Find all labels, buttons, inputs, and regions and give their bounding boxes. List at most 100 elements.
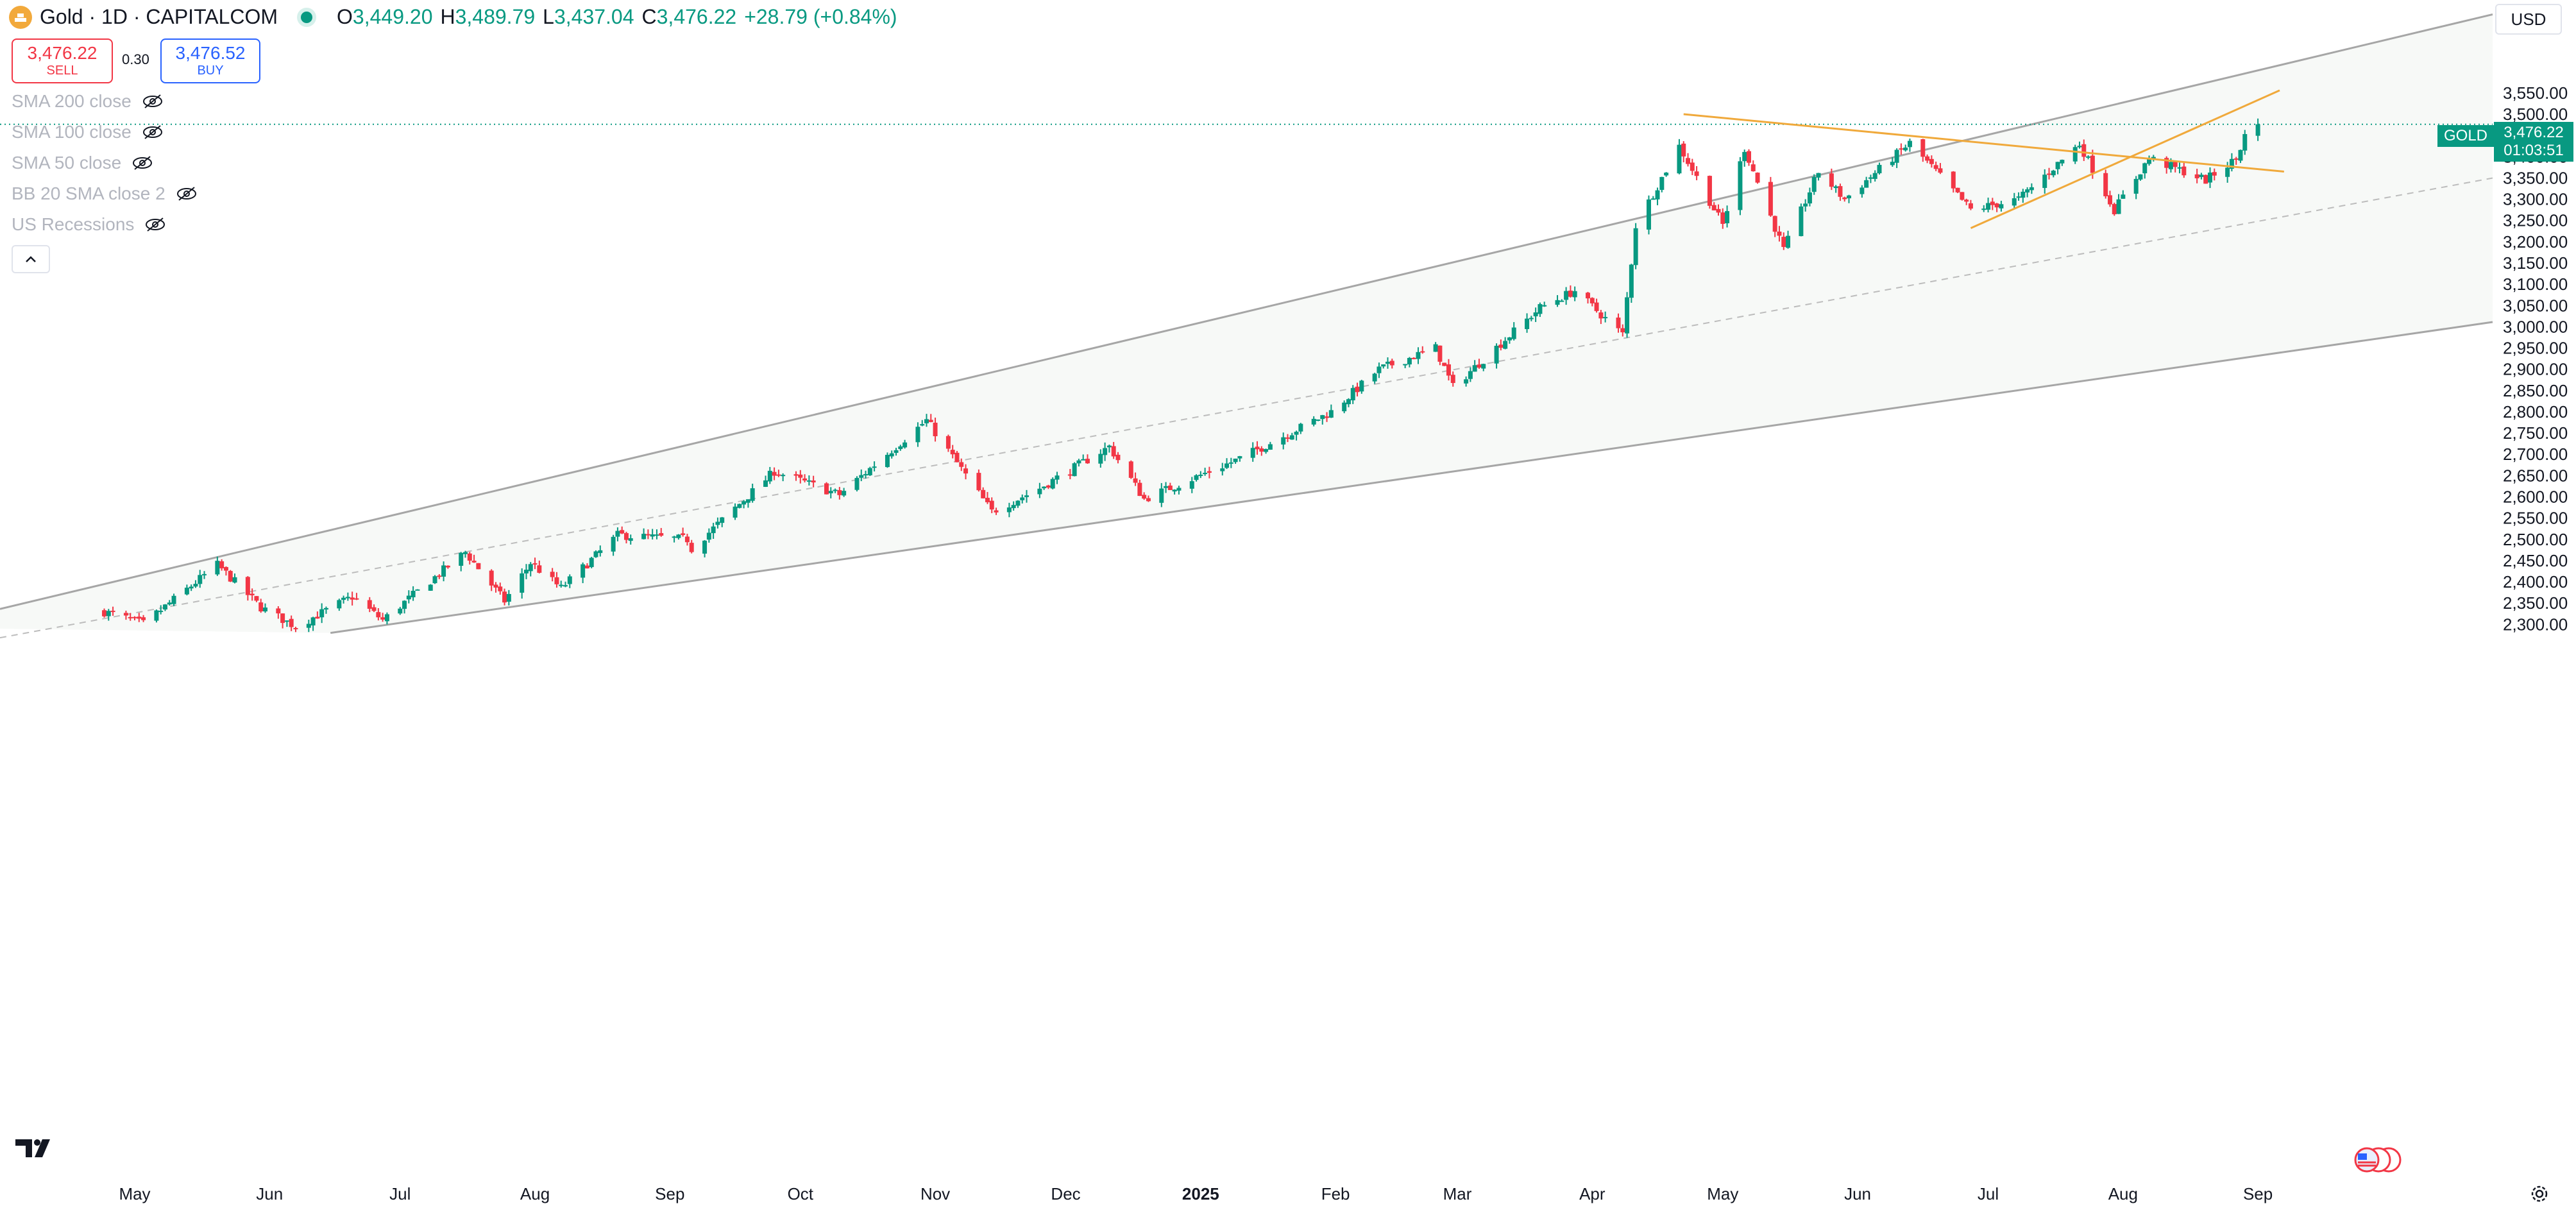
- indicator-sma-200[interactable]: SMA 200 close: [12, 91, 164, 112]
- candle-body: [598, 550, 603, 554]
- candle-body: [345, 597, 350, 599]
- candle-body: [863, 474, 869, 476]
- candle-body: [141, 617, 146, 620]
- x-axis-tick-label: Mar: [1443, 1184, 1472, 1203]
- candle-body: [376, 612, 381, 618]
- candle-body: [1664, 173, 1669, 176]
- candle-body: [1625, 297, 1630, 334]
- channel-fill: [0, 14, 2493, 633]
- candle-body: [1046, 485, 1051, 488]
- candle-body: [1681, 143, 1686, 157]
- settings-gear-icon[interactable]: [2529, 1183, 2550, 1205]
- candle-body: [1159, 488, 1164, 503]
- open-label: O: [337, 5, 353, 28]
- indicator-label: BB 20 SMA close 2: [12, 183, 165, 203]
- candle-body: [1464, 379, 1469, 384]
- candle-body: [463, 552, 468, 554]
- candle-body: [171, 595, 176, 604]
- candle-body: [776, 474, 781, 476]
- candle-body: [1233, 458, 1238, 463]
- candle-body: [1416, 352, 1421, 359]
- candle-body: [1072, 463, 1077, 477]
- candle-body: [2012, 198, 2017, 206]
- candle-body: [584, 565, 589, 569]
- candle-body: [189, 586, 194, 589]
- indicator-bb[interactable]: BB 20 SMA close 2: [12, 183, 198, 204]
- candle-body: [232, 577, 237, 583]
- indicator-sma-100[interactable]: SMA 100 close: [12, 122, 164, 142]
- candle-body: [1189, 481, 1194, 489]
- candle-body: [885, 455, 890, 468]
- indicator-sma-50[interactable]: SMA 50 close: [12, 153, 153, 173]
- candle-body: [589, 557, 594, 567]
- indicator-label: SMA 50 close: [12, 153, 122, 173]
- candle-body: [1564, 291, 1569, 300]
- candle-body: [502, 591, 507, 603]
- candle-body: [954, 452, 960, 463]
- candle-body: [763, 480, 768, 487]
- candle-body: [337, 600, 342, 609]
- candle-body: [2255, 124, 2260, 136]
- symbol-title[interactable]: Gold · 1D · CAPITALCOM: [40, 5, 278, 28]
- candle-body: [1142, 495, 1147, 499]
- candle-body: [489, 570, 494, 586]
- candle-body: [2112, 204, 2117, 214]
- candle-body: [110, 611, 115, 613]
- candle-body: [741, 501, 747, 505]
- events-flag-icon[interactable]: [2350, 1146, 2405, 1174]
- candle-body: [1594, 302, 1599, 311]
- hidden-eye-icon[interactable]: [176, 185, 198, 202]
- candle-body: [1925, 156, 1930, 161]
- candle-body: [1860, 187, 1865, 194]
- candle-body: [293, 627, 298, 629]
- candle-body: [1128, 461, 1133, 478]
- indicator-label: SMA 100 close: [12, 122, 131, 142]
- candle-body: [1346, 399, 1351, 405]
- open-value: 3,449.20: [352, 5, 433, 28]
- hidden-eye-icon[interactable]: [142, 93, 164, 110]
- candle-body: [1172, 489, 1177, 492]
- chevron-up-icon: [26, 256, 36, 262]
- candle-body: [1738, 161, 1743, 210]
- sell-button[interactable]: 3,476.22 SELL: [12, 38, 113, 83]
- candle-body: [1772, 216, 1777, 232]
- candle-body: [1877, 165, 1882, 174]
- collapse-legend-button[interactable]: [12, 245, 50, 273]
- close-value: 3,476.22: [656, 5, 737, 28]
- currency-selector[interactable]: USD: [2495, 4, 2562, 35]
- candle-body: [1899, 148, 1904, 150]
- hidden-eye-icon[interactable]: [144, 216, 166, 233]
- candle-body: [2090, 155, 2095, 173]
- candle-body: [350, 597, 355, 600]
- candle-body: [1081, 459, 1086, 461]
- candle-body: [1259, 448, 1264, 452]
- hidden-eye-icon[interactable]: [142, 124, 164, 140]
- candle-body: [1316, 419, 1321, 421]
- candle-body: [289, 618, 294, 627]
- candle-body: [811, 480, 816, 483]
- candle-body: [1838, 186, 1843, 197]
- candle-body: [1920, 139, 1926, 157]
- candle-body: [684, 536, 690, 543]
- candle-body: [223, 566, 228, 571]
- candle-body: [193, 584, 198, 587]
- buy-button[interactable]: 3,476.52 BUY: [160, 38, 260, 83]
- tradingview-logo-icon[interactable]: [14, 1135, 56, 1161]
- hidden-eye-icon[interactable]: [131, 155, 153, 171]
- candle-body: [798, 474, 803, 478]
- candle-body: [441, 565, 446, 577]
- candle-body: [2225, 167, 2230, 177]
- candle-body: [1986, 203, 1991, 210]
- candle-body: [1194, 475, 1199, 480]
- x-axis-tick-label: 2025: [1182, 1184, 1219, 1203]
- candle-body: [2147, 158, 2152, 164]
- candle-body: [1990, 201, 1995, 205]
- candle-body: [2177, 167, 2182, 169]
- y-axis-tick-label: 2,700.00: [2503, 445, 2568, 464]
- candle-body: [559, 584, 564, 586]
- candle-body: [1011, 505, 1016, 509]
- indicator-us-recessions[interactable]: US Recessions: [12, 214, 166, 235]
- low-value: 3,437.04: [554, 5, 634, 28]
- candle-body: [432, 576, 437, 584]
